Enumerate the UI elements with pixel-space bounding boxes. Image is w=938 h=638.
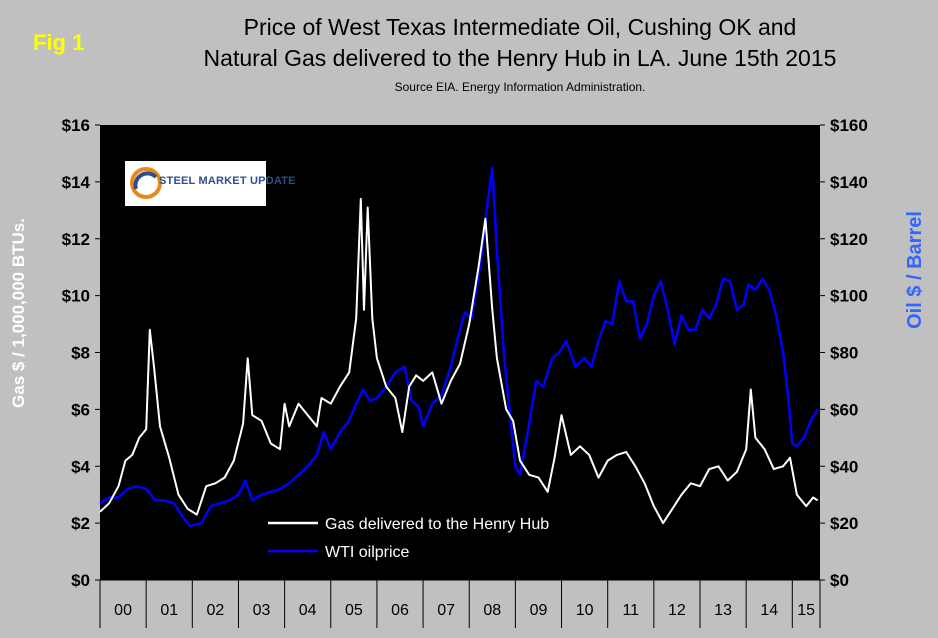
legend: Gas delivered to the Henry Hub WTI oilpri… <box>268 516 549 561</box>
x-tick-label: 05 <box>345 602 363 619</box>
left-axis-title: Gas $ / 1,000,000 BTUs. <box>9 218 28 408</box>
left-axis-title-box: Gas $ / 1,000,000 BTUs. <box>9 218 28 408</box>
right-tick-label: $60 <box>830 400 858 419</box>
left-tick-label: $14 <box>62 173 91 192</box>
left-tick-label: $6 <box>71 400 90 419</box>
right-tick-label: $80 <box>830 344 858 363</box>
right-axis-title: Oil $ / Barrel <box>904 211 926 329</box>
figure-label: Fig 1 <box>33 30 85 55</box>
right-axis: $0 $20 $40 $60 $80 $100 $120 $140 $160 <box>820 116 868 590</box>
right-tick-label: $20 <box>830 514 858 533</box>
x-tick-label: 01 <box>160 602 178 619</box>
series-oil-line <box>99 166 819 528</box>
right-tick-label: $140 <box>830 173 868 192</box>
left-axis: $0 $2 $4 $6 $8 $10 $12 $14 $16 <box>62 116 100 590</box>
x-tick-label: 02 <box>206 602 224 619</box>
chart-title-line2: Natural Gas delivered to the Henry Hub i… <box>203 45 837 71</box>
right-tick-label: $100 <box>830 287 868 306</box>
left-tick-label: $10 <box>62 287 90 306</box>
left-tick-label: $12 <box>62 230 90 249</box>
x-tick-label: 09 <box>530 602 548 619</box>
left-tick-label: $16 <box>62 116 90 135</box>
left-tick-label: $8 <box>71 344 90 363</box>
x-tick-label: 00 <box>114 602 132 619</box>
logo-text: STEEL MARKET UPDATE <box>159 175 296 187</box>
left-tick-label: $4 <box>71 457 90 476</box>
chart-title-line1: Price of West Texas Intermediate Oil, Cu… <box>243 14 797 40</box>
right-tick-label: $40 <box>830 457 858 476</box>
x-tick-label: 07 <box>437 602 455 619</box>
logo-icon <box>130 167 162 199</box>
x-tick-label: 13 <box>714 602 732 619</box>
left-tick-label: $2 <box>71 514 90 533</box>
right-tick-label: $160 <box>830 116 868 135</box>
x-tick-label: 12 <box>668 602 686 619</box>
x-axis: 00 01 02 03 04 05 06 07 08 09 10 11 12 13 14 15 <box>99 579 821 628</box>
chart-subtitle: Source EIA. Energy Information Administr… <box>394 80 646 94</box>
logo: STEEL MARKET UPDATE <box>125 161 295 206</box>
right-axis-title-box: Oil $ / Barrel <box>904 211 926 329</box>
legend-label: Gas delivered to the Henry Hub <box>325 516 549 533</box>
legend-label: WTI oilprice <box>325 544 410 561</box>
right-tick-label: $0 <box>830 571 849 590</box>
x-tick-label: 06 <box>391 602 409 619</box>
left-tick-label: $0 <box>71 571 90 590</box>
x-tick-label: 03 <box>253 602 271 619</box>
right-tick-label: $120 <box>830 230 868 249</box>
x-tick-label: 15 <box>797 602 815 619</box>
x-tick-label: 14 <box>760 602 778 619</box>
x-tick-label: 10 <box>576 602 594 619</box>
series-gas-line <box>99 197 819 525</box>
x-tick-label: 08 <box>483 602 501 619</box>
x-tick-label: 04 <box>299 602 317 619</box>
x-tick-label: 11 <box>622 602 639 619</box>
